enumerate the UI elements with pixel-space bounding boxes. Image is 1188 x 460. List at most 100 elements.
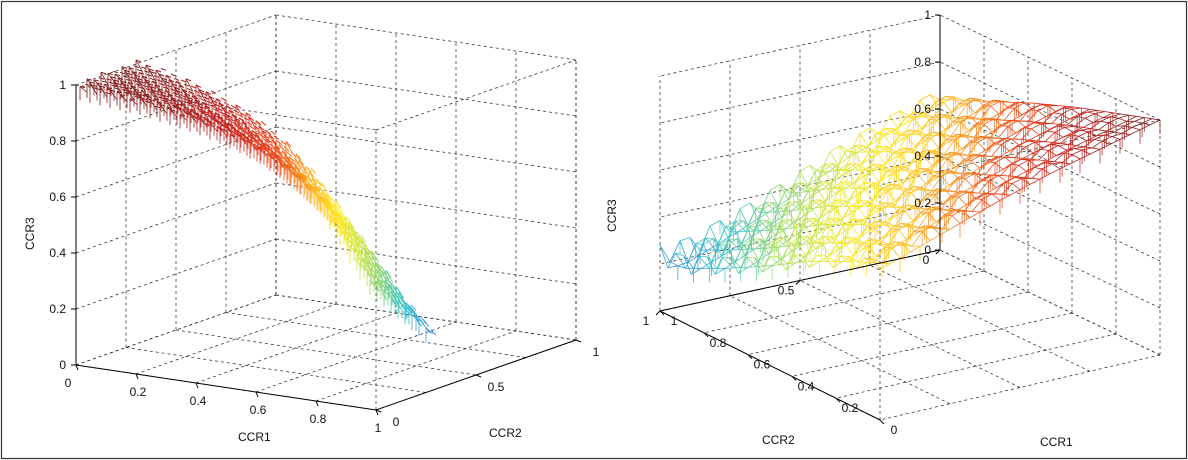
right-surface-mesh — [912, 214, 924, 222]
right-surface-mesh — [936, 216, 947, 223]
right-surface-mesh — [951, 209, 963, 216]
right-surface-mesh — [659, 244, 671, 263]
right-surface-mesh — [1099, 144, 1111, 150]
right-surface-mesh — [825, 163, 836, 172]
left-surface-mesh — [295, 153, 304, 166]
left-surface-mesh — [126, 72, 133, 76]
left-backwall-grid-z — [275, 126, 577, 173]
left-surface-mesh — [306, 175, 313, 182]
right-surface-mesh — [791, 244, 803, 252]
left-surface-mesh — [388, 283, 395, 292]
right-surface-mesh — [1025, 121, 1036, 128]
right-surface-mesh — [999, 119, 1011, 126]
right-surface-mesh — [978, 119, 989, 126]
right-surface-mesh — [872, 163, 884, 171]
right-surface-mesh — [895, 195, 906, 202]
right-surface-mesh — [750, 244, 759, 261]
right-surface-mesh — [911, 128, 922, 135]
left-surface-mesh — [181, 110, 188, 113]
left-surface-mesh — [84, 83, 91, 86]
left-surface-mesh — [111, 84, 118, 88]
right-surface-mesh — [1096, 134, 1105, 137]
left-surface-mesh — [221, 124, 228, 129]
right-surface-mesh — [1074, 125, 1083, 128]
right-surface-mesh — [735, 220, 746, 232]
right-surface-mesh — [1061, 108, 1072, 115]
left-surface-mesh — [240, 112, 247, 117]
left-surface-mesh — [152, 89, 159, 93]
right-surface-mesh — [1112, 112, 1121, 115]
right-surface-mesh — [1149, 119, 1161, 126]
left-surface-mesh — [141, 97, 148, 101]
right-surface-mesh — [950, 121, 962, 137]
right-surface-mesh — [774, 228, 786, 237]
left-surface-mesh — [239, 125, 246, 131]
right-surface-mesh — [771, 258, 783, 266]
left-surface-mesh — [305, 166, 314, 176]
left-surface-mesh — [364, 266, 371, 275]
right-x-tick-label: 0.8 — [710, 336, 727, 350]
right-x-tick-label: 1 — [671, 314, 678, 328]
right-surface-mesh — [889, 110, 901, 117]
right-surface-mesh — [979, 135, 991, 139]
left-surface-mesh — [310, 168, 317, 175]
right-surface-mesh — [929, 119, 938, 121]
right-z-tick-label: 1 — [924, 8, 931, 22]
right-surface-mesh — [749, 202, 759, 220]
right-surface-mesh — [756, 226, 766, 243]
right-ylabel: CCR2 — [762, 433, 795, 447]
left-surface-mesh — [121, 66, 130, 78]
right-surface-mesh — [984, 123, 993, 133]
right-surface-mesh — [877, 220, 886, 223]
right-surface-mesh — [869, 127, 879, 141]
right-surface-mesh — [958, 130, 969, 137]
right-surface-mesh — [779, 263, 788, 265]
left-y-tick-label: 1 — [593, 345, 600, 359]
left-surface-mesh — [93, 79, 102, 88]
right-surface-mesh — [857, 200, 869, 208]
right-surface-mesh — [1002, 163, 1014, 170]
right-surface-mesh — [913, 155, 925, 172]
left-surface-mesh — [278, 144, 287, 153]
right-surface-mesh — [972, 180, 984, 187]
right-surface-mesh — [1111, 133, 1123, 137]
right-surface-mesh — [998, 175, 1007, 183]
right-surface-mesh — [841, 169, 852, 177]
right-surface-mesh — [957, 152, 968, 156]
right-surface-mesh — [667, 252, 677, 269]
right-surface-mesh — [948, 196, 959, 211]
right-surface-mesh — [805, 248, 816, 257]
right-surface-mesh — [915, 111, 926, 118]
right-xlabel: CCR1 — [1040, 435, 1073, 449]
right-surface-mesh — [814, 217, 825, 226]
right-surface-mesh — [884, 221, 894, 233]
left-box-edge — [375, 59, 577, 131]
right-surface-mesh — [939, 151, 951, 158]
left-surface-mesh — [281, 150, 290, 161]
left-surface-mesh — [350, 228, 357, 236]
right-surface-mesh — [1038, 159, 1047, 162]
left-surface-mesh — [376, 268, 383, 278]
right-surface-mesh — [899, 134, 908, 137]
right-surface-mesh — [861, 199, 873, 207]
left-surface-mesh — [135, 83, 142, 86]
right-surface-mesh — [881, 188, 893, 195]
left-backwall-grid-z — [275, 294, 577, 341]
right-surface-mesh — [816, 224, 825, 226]
left-surface-mesh — [145, 64, 152, 68]
right-surface-mesh — [734, 254, 746, 263]
right-surface-mesh — [958, 191, 969, 198]
right-surface-mesh — [893, 171, 903, 184]
right-surface-mesh — [817, 163, 827, 179]
right-surface-mesh — [941, 176, 950, 186]
left-surface-mesh — [216, 107, 223, 112]
right-surface-mesh — [945, 166, 956, 174]
right-surface-mesh — [976, 193, 987, 200]
right-surface-mesh — [795, 255, 806, 264]
left-y-tick-label: 0 — [393, 415, 400, 429]
right-surface-mesh — [659, 245, 669, 269]
right-surface-mesh — [974, 192, 985, 199]
right-surface-mesh — [793, 254, 804, 263]
right-surface-mesh — [796, 201, 806, 216]
